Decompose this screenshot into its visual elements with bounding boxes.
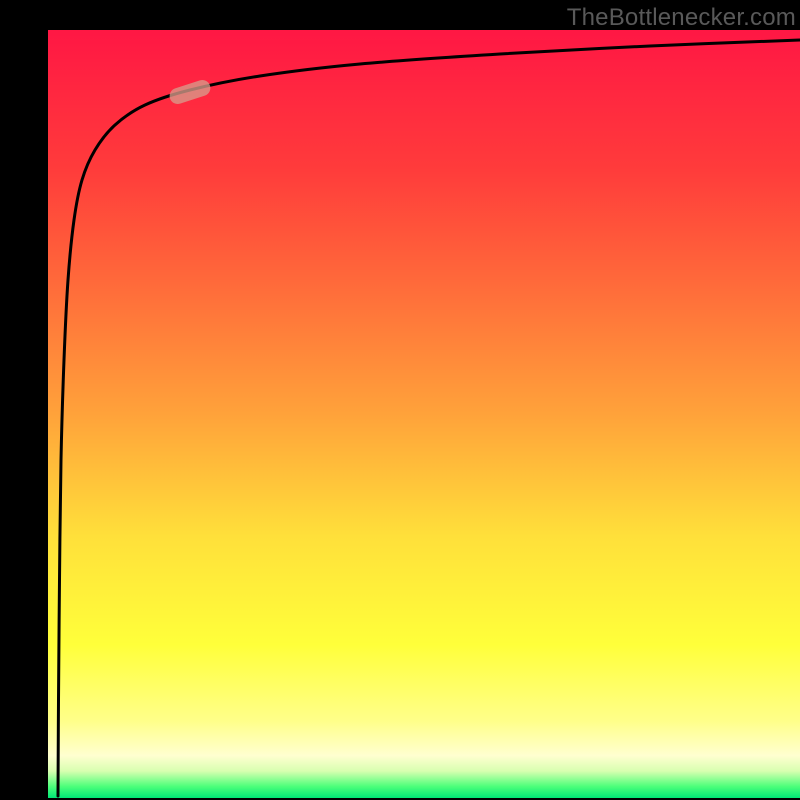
chart-svg <box>0 0 800 800</box>
chart-canvas: TheBottlenecker.com <box>0 0 800 800</box>
frame-left <box>0 30 48 800</box>
watermark-text: TheBottlenecker.com <box>567 4 796 32</box>
plot-area <box>48 30 800 798</box>
